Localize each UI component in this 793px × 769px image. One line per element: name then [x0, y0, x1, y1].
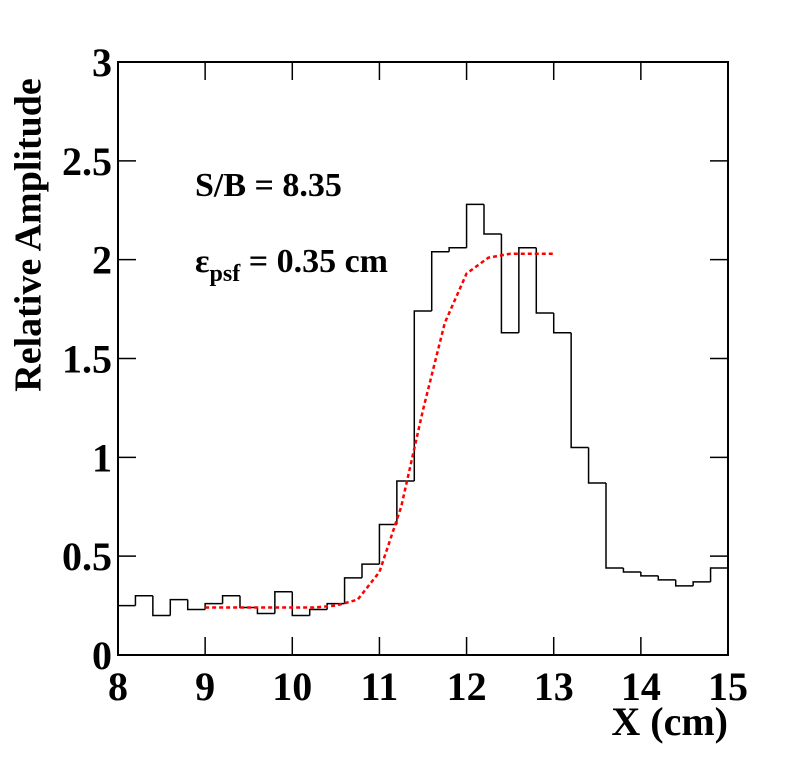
- histogram-bin: [256, 607, 275, 615]
- x-tick-label: 9: [195, 664, 215, 709]
- histogram-bin: [343, 577, 362, 604]
- annotation: S/B = 8.35: [195, 167, 342, 204]
- y-tick-label: 1.5: [62, 337, 112, 382]
- histogram-bin: [552, 313, 572, 334]
- annotation-symbol: ε: [195, 243, 210, 280]
- histogram-bin: [535, 247, 554, 314]
- histogram-bin: [570, 332, 589, 449]
- x-axis-title: X (cm): [611, 699, 728, 744]
- histogram-bin: [221, 594, 240, 604]
- histogram-bin: [674, 579, 694, 587]
- histogram-bin: [274, 590, 293, 614]
- histogram-bin: [169, 598, 188, 616]
- histogram-bin: [657, 575, 676, 581]
- y-tick-label: 3: [92, 40, 112, 85]
- fit-curve: [205, 252, 554, 609]
- histogram-bin: [186, 599, 206, 611]
- histogram-bin: [361, 563, 380, 578]
- histogram-bin: [396, 480, 415, 525]
- histogram-bin: [291, 591, 310, 617]
- histogram-bin: [308, 608, 328, 616]
- plot-frame: [117, 61, 729, 656]
- histogram-bin: [465, 203, 484, 248]
- histogram-bin: [605, 483, 624, 569]
- y-tick-label: 2.5: [62, 139, 112, 184]
- annotation-subscript: psf: [210, 261, 242, 287]
- histogram-bin: [430, 251, 450, 312]
- x-tick-label: 12: [447, 664, 487, 709]
- y-tick-label: 0: [92, 633, 112, 678]
- histogram-bin: [587, 447, 606, 484]
- histogram-bin: [448, 247, 467, 252]
- histogram-bin: [378, 523, 397, 565]
- y-axis-title: Relative Amplitude: [8, 78, 50, 391]
- histogram-bin: [239, 595, 258, 609]
- annotation: εpsf = 0.35 cm: [195, 243, 388, 287]
- histogram-bin: [640, 571, 659, 577]
- histogram-bin: [152, 595, 171, 617]
- x-tick-label: 13: [534, 664, 574, 709]
- x-tick-label: 10: [272, 664, 312, 709]
- histogram-bin: [622, 568, 641, 573]
- histogram-bin: [500, 233, 519, 334]
- y-tick-label: 0.5: [62, 534, 112, 579]
- x-tick-label: 14: [621, 664, 661, 709]
- histogram-bin: [709, 567, 728, 582]
- x-tick-label: 8: [108, 664, 128, 709]
- y-tick-label: 1: [92, 435, 112, 480]
- x-tick-label: 15: [708, 664, 748, 709]
- histogram-bin: [518, 247, 537, 333]
- x-tick-label: 11: [361, 664, 399, 709]
- histogram-bin: [692, 581, 711, 586]
- histogram-bin: [413, 310, 432, 482]
- histogram-bin: [483, 204, 502, 235]
- annotation-text: = 0.35 cm: [240, 243, 388, 280]
- y-tick-label: 2: [92, 238, 112, 283]
- histogram-bin: [134, 594, 153, 606]
